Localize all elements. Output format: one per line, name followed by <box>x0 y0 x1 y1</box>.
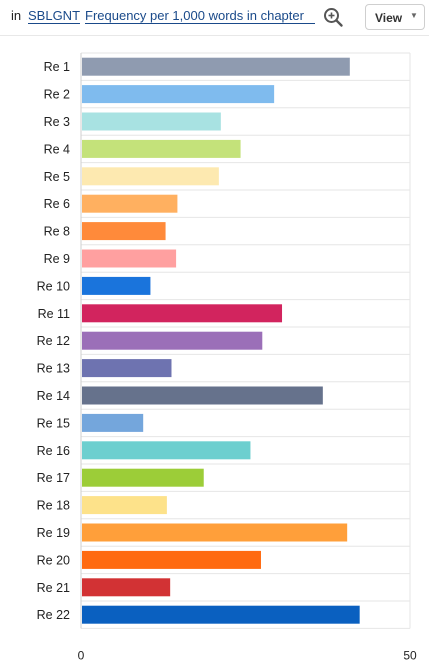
category-label: Re 4 <box>44 142 70 156</box>
category-label: Re 5 <box>44 170 70 184</box>
category-label: Re 6 <box>44 197 70 211</box>
bar[interactable] <box>82 605 360 624</box>
bar[interactable] <box>82 386 323 405</box>
x-tick-label: 0 <box>78 648 85 662</box>
category-label: Re 8 <box>44 225 70 239</box>
bar[interactable] <box>82 222 166 241</box>
x-tick-label: 50 <box>403 648 417 662</box>
category-label: Re 16 <box>37 444 70 458</box>
category-label: Re 11 <box>38 307 70 321</box>
category-label: Re 14 <box>37 389 70 403</box>
bar[interactable] <box>82 523 348 542</box>
category-label: Re 20 <box>37 553 70 567</box>
bar[interactable] <box>82 359 172 378</box>
bar[interactable] <box>82 578 171 597</box>
category-label: Re 22 <box>37 608 70 622</box>
bar[interactable] <box>82 304 283 323</box>
bar[interactable] <box>82 331 263 350</box>
category-label: Re 10 <box>37 279 70 293</box>
bar[interactable] <box>82 550 261 569</box>
view-dropdown-button[interactable]: View ▼ <box>365 4 425 30</box>
bar[interactable] <box>82 249 177 268</box>
bar-chart: Re 1 Re 2 Re 3 Re 4 Re 5 Re 6 Re 8 Re 9 Re 10 Re … <box>37 52 417 662</box>
bar[interactable] <box>82 441 251 460</box>
category-label: Re 9 <box>44 252 70 266</box>
bar[interactable] <box>82 139 241 158</box>
bar[interactable] <box>82 85 275 104</box>
bar[interactable] <box>82 112 221 131</box>
category-label: Re 21 <box>37 581 70 595</box>
measure-link[interactable]: Frequency per 1,000 words in chapter <box>85 8 315 24</box>
zoom-in-icon[interactable] <box>322 6 344 28</box>
bar[interactable] <box>82 57 350 76</box>
bar[interactable] <box>82 413 144 432</box>
toolbar-prefix: in <box>11 8 22 23</box>
bar[interactable] <box>82 468 204 487</box>
bar[interactable] <box>82 276 151 295</box>
chart-toolbar: in SBLGNT Frequency per 1,000 words in c… <box>0 0 429 36</box>
category-label: Re 17 <box>37 471 70 485</box>
category-label: Re 19 <box>37 526 70 540</box>
bar[interactable] <box>82 194 178 213</box>
category-label: Re 13 <box>37 362 70 376</box>
category-label: Re 2 <box>44 88 70 102</box>
category-label: Re 12 <box>37 334 70 348</box>
category-label: Re 18 <box>37 499 70 513</box>
category-label: Re 3 <box>44 115 70 129</box>
bar[interactable] <box>82 496 167 515</box>
view-button-label: View <box>375 11 403 25</box>
category-label: Re 1 <box>44 60 70 74</box>
category-label: Re 15 <box>37 416 70 430</box>
corpus-link[interactable]: SBLGNT <box>28 8 81 24</box>
bar[interactable] <box>82 167 219 186</box>
caret-down-icon: ▼ <box>410 11 418 20</box>
